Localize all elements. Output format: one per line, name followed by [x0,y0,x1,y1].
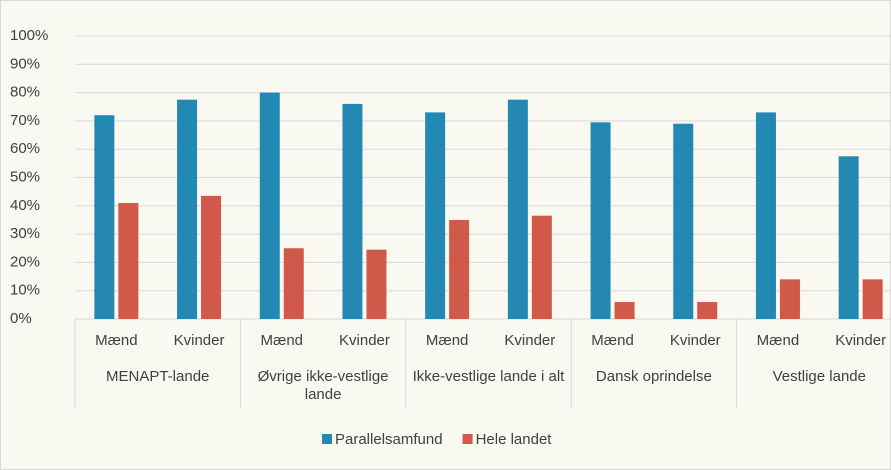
group-label: MENAPT-lande [106,368,210,385]
legend-swatch [322,434,332,444]
bar [614,302,635,319]
x-tick-label: Mænd [95,332,138,349]
legend-label: Hele landet [476,431,553,448]
bar [283,248,304,319]
x-tick-label: Mænd [426,332,469,349]
bar [118,202,139,319]
legend-label: Parallelsamfund [335,431,443,448]
y-tick-label: 30% [10,225,40,242]
bar [425,112,446,319]
y-tick-label: 40% [10,197,40,214]
bar [590,122,611,319]
x-tick-label: Kvinder [670,332,721,349]
x-tick-label: Kvinder [174,332,225,349]
bar [94,115,115,320]
y-tick-label: 70% [10,112,40,129]
y-tick-label: 100% [10,27,48,44]
legend-swatch [462,434,473,444]
bar [697,302,718,319]
x-tick-label: Mænd [260,332,303,349]
x-tick-label: Kvinder [339,332,390,349]
bar [507,99,528,319]
y-tick-label: 60% [10,140,40,157]
x-tick-label: Kvinder [835,332,886,349]
bar [177,99,198,319]
group-label: Vestlige lande [772,368,866,385]
group-label: Øvrige ikke-vestlige lande [257,368,389,403]
y-tick-label: 20% [10,253,40,270]
x-tick-label: Mænd [757,332,800,349]
y-tick-label: 50% [10,168,40,185]
bar [838,156,859,319]
bar [366,249,387,319]
bar [531,215,552,319]
y-tick-label: 90% [10,55,40,72]
group-label: Dansk oprindelse [595,368,712,385]
y-tick-label: 10% [10,282,40,299]
x-tick-label: Kvinder [504,332,555,349]
bar [755,112,776,319]
bar [342,103,363,319]
group-label: Ikke-vestlige lande i alt [412,368,565,385]
bar [862,279,883,319]
x-tick-label: Mænd [591,332,634,349]
bar [259,92,280,319]
bar [779,279,800,319]
y-tick-label: 80% [10,84,40,101]
bar [449,219,470,319]
bar [201,195,222,319]
y-tick-label: 0% [10,310,32,327]
bar [673,123,694,319]
